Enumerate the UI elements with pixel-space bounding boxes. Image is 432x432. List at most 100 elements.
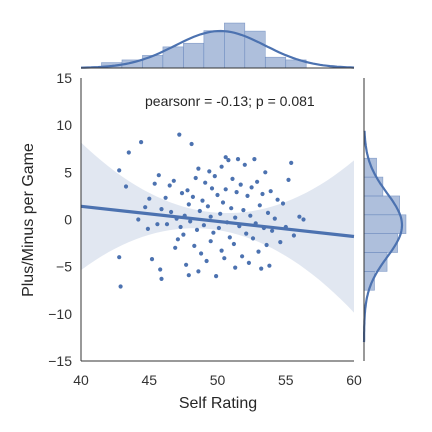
scatter-point [226,158,231,163]
scatter-point [188,219,193,224]
scatter-point [203,180,208,185]
scatter-point [241,208,246,213]
scatter-point [233,265,238,270]
scatter-point [260,191,265,197]
scatter-point [177,132,182,137]
y-tick-label: 0 [64,212,72,228]
scatter-point [219,164,224,169]
right-kde-curve [362,130,404,343]
scatter-point [220,200,226,205]
scatter-point [280,201,286,206]
top-histogram-bar [142,55,164,69]
scatter-point [259,266,264,271]
top-marginal-histogram [80,22,355,69]
scatter-point [197,208,202,214]
x-tick-label: 50 [210,372,226,388]
scatter-point [164,222,170,227]
scatter-point [184,262,189,267]
scatter-point [179,191,185,196]
scatter-point [178,224,183,230]
scatter-point [145,226,150,231]
scatter-point [245,193,250,198]
scatter-point [173,245,178,250]
scatter-point [149,257,155,262]
scatter-point [223,155,228,160]
y-tick-label: 15 [56,70,72,86]
scatter-point [257,203,262,208]
scatter-point [155,222,160,227]
scatter-point [222,256,227,261]
scatter-point [212,174,217,179]
pearson-annotation: pearsonr = -0.13; p = 0.081 [145,93,315,109]
scatter-point [209,186,215,191]
top-histogram-bar [224,22,246,69]
scatter-point [175,237,180,242]
scatter-point [208,239,213,244]
main-scatter-plot: pearsonr = -0.13; p = 0.081 [80,78,355,362]
scatter-point [219,248,224,253]
x-tick-label: 55 [278,372,294,388]
scatter-point [223,187,228,192]
scatter-point [192,243,197,248]
scatter-point [272,216,277,221]
scatter-point [199,251,204,256]
x-tick-label: 40 [73,372,89,388]
right-histogram-bar [363,176,384,197]
scatter-point [205,204,210,209]
scatter-point [249,185,254,190]
scatter-point [233,215,238,220]
scatter-point [218,211,223,216]
top-histogram-bar [183,42,205,69]
scatter-point [286,177,291,182]
y-tick-label: −15 [48,353,72,369]
right-marginal-histogram [362,78,407,361]
top-histogram-bar [203,30,225,69]
scatter-point [240,254,245,259]
scatter-point [278,240,283,245]
scatter-point [263,170,268,175]
scatter-point [117,168,122,173]
scatter-point [159,276,164,281]
scatter-point [139,140,144,145]
scatter-point [289,160,294,165]
scatter-point [267,263,272,268]
scatter-point [227,235,232,240]
scatter-point [189,141,194,147]
scatter-point [248,213,253,218]
scatter-point [200,198,205,203]
x-axis-label: Self Rating [179,395,257,412]
scatter-point [152,181,157,186]
axis-ticks: 40 45 50 55 60 −15 −10 −5 0 5 10 15 [48,70,362,388]
scatter-point [242,162,247,167]
scatter-point [143,205,148,210]
scatter-point [208,214,213,219]
scatter-point [196,269,201,274]
scatter-point [216,225,221,231]
scatter-point [181,232,186,237]
scatter-point [250,236,256,241]
scatter-point [252,157,257,162]
scatter-point [163,195,168,200]
scatter-point [275,197,280,202]
y-tick-label: 5 [64,164,72,180]
scatter-point [147,196,152,201]
scatter-point [158,267,163,272]
scatter-point [207,169,212,174]
x-tick-label: 60 [346,372,362,388]
scatter-point [265,210,271,215]
scatter-point [264,242,269,248]
scatter-point [231,241,236,247]
scatter-point [255,179,260,184]
scatter-point [270,228,275,233]
scatter-point [118,284,123,289]
scatter-point [256,249,261,254]
scatter-point [123,184,129,189]
scatter-point [238,182,243,187]
top-kde-curve [80,29,355,69]
scatter-point [204,258,209,264]
scatter-point [246,260,251,265]
scatter-point [190,194,195,199]
scatter-point [214,274,219,279]
scatter-point [193,175,198,181]
